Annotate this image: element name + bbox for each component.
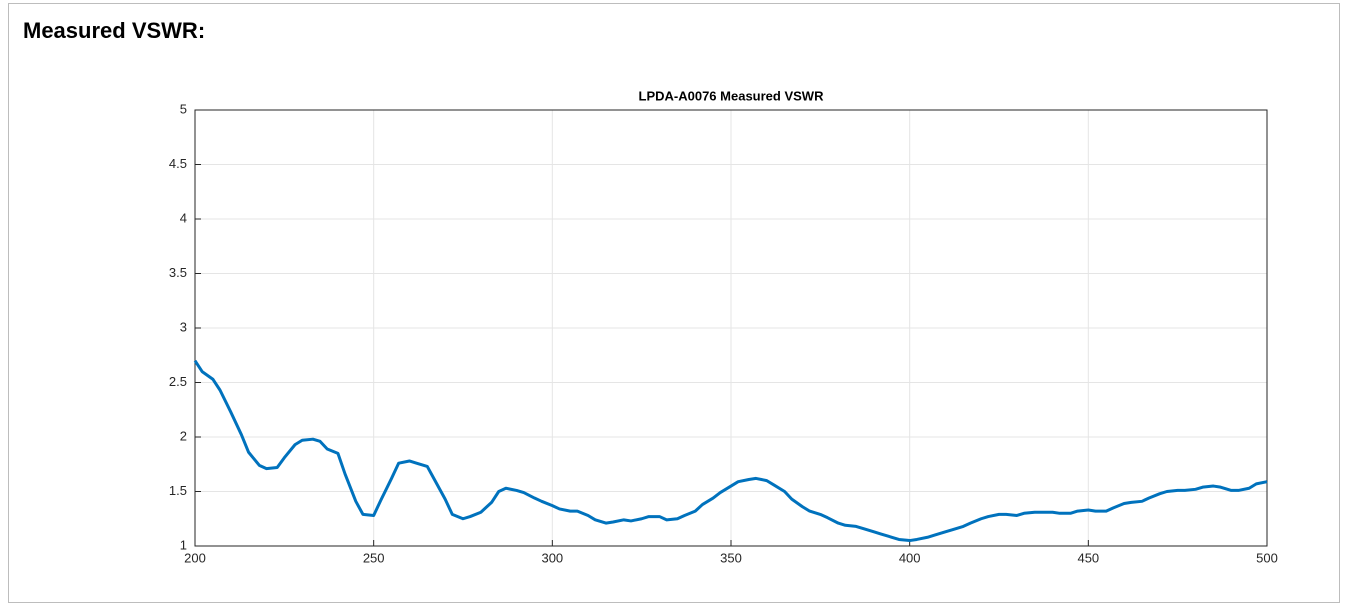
- heading: Measured VSWR:: [23, 18, 206, 43]
- y-tick-label: 4: [180, 210, 187, 225]
- y-tick-label: 3.5: [169, 265, 187, 280]
- y-tick-label: 1: [180, 537, 187, 552]
- y-tick-label: 4.5: [169, 156, 187, 171]
- y-tick-label: 5: [180, 101, 187, 116]
- x-tick-label: 450: [1077, 550, 1099, 565]
- panel: Measured VSWR:: [8, 3, 1340, 603]
- y-tick-label: 2: [180, 428, 187, 443]
- x-tick-label: 400: [899, 550, 921, 565]
- axes-box: [194, 109, 1268, 547]
- y-tick-label: 2.5: [169, 374, 187, 389]
- y-tick-label: 1.5: [169, 483, 187, 498]
- line: [193, 359, 1268, 543]
- x-tick-label: 500: [1256, 550, 1278, 565]
- x-tick-label: 350: [720, 550, 742, 565]
- x-tick-label: 200: [184, 550, 206, 565]
- y-tick-label: 3: [180, 319, 187, 334]
- chart-title: LPDA-A0076 Measured VSWR: [639, 88, 825, 103]
- x-tick-label: 250: [363, 550, 385, 565]
- x-tick-label: 300: [541, 550, 563, 565]
